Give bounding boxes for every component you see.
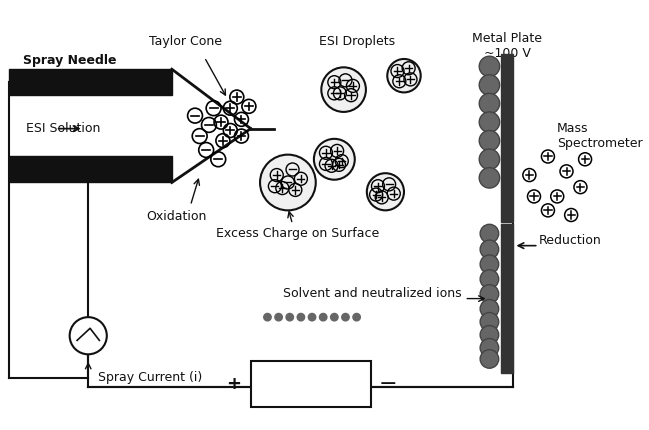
Circle shape (353, 313, 360, 321)
Circle shape (480, 224, 498, 243)
Text: Reduction: Reduction (539, 233, 602, 246)
Circle shape (480, 255, 498, 273)
Text: 2-5 kV
power supply: 2-5 kV power supply (269, 370, 353, 398)
Circle shape (263, 313, 271, 321)
Text: Taylor Cone: Taylor Cone (149, 35, 222, 48)
Circle shape (314, 139, 355, 180)
Circle shape (480, 338, 498, 357)
Text: Spray Needle
2-5 kV: Spray Needle 2-5 kV (23, 54, 116, 82)
Bar (502, 224, 513, 373)
Circle shape (480, 240, 498, 259)
Circle shape (479, 149, 500, 169)
Circle shape (479, 168, 500, 188)
Text: Metal Plate
~100 V: Metal Plate ~100 V (472, 32, 542, 60)
Text: Mass
Spectrometer: Mass Spectrometer (557, 122, 643, 150)
Bar (9, 69, 172, 95)
Circle shape (480, 313, 498, 331)
FancyBboxPatch shape (251, 361, 371, 407)
Circle shape (480, 350, 498, 368)
Text: Oxidation: Oxidation (146, 210, 206, 223)
Circle shape (479, 130, 500, 151)
Circle shape (260, 155, 316, 210)
Text: Spray Current (i): Spray Current (i) (97, 371, 202, 384)
Text: −: − (379, 374, 397, 394)
Circle shape (297, 313, 304, 321)
Text: Solvent and neutralized ions: Solvent and neutralized ions (283, 287, 462, 301)
Circle shape (479, 75, 500, 95)
Circle shape (275, 313, 282, 321)
Circle shape (330, 313, 338, 321)
Circle shape (308, 313, 316, 321)
Circle shape (480, 270, 498, 289)
Bar (502, 54, 513, 221)
Circle shape (480, 300, 498, 318)
Circle shape (321, 68, 366, 112)
Circle shape (286, 313, 293, 321)
Circle shape (480, 326, 498, 344)
Text: ESI Droplets: ESI Droplets (319, 35, 396, 48)
Circle shape (69, 317, 107, 354)
Circle shape (387, 59, 421, 92)
Text: ESI Solution: ESI Solution (26, 122, 101, 135)
Text: Excess Charge on Surface: Excess Charge on Surface (215, 227, 379, 240)
Circle shape (319, 313, 327, 321)
Bar (9, 157, 172, 182)
Circle shape (479, 93, 500, 114)
Circle shape (342, 313, 349, 321)
Text: +: + (227, 375, 241, 393)
Circle shape (479, 112, 500, 132)
Circle shape (480, 285, 498, 303)
Circle shape (367, 173, 404, 210)
Circle shape (479, 56, 500, 77)
